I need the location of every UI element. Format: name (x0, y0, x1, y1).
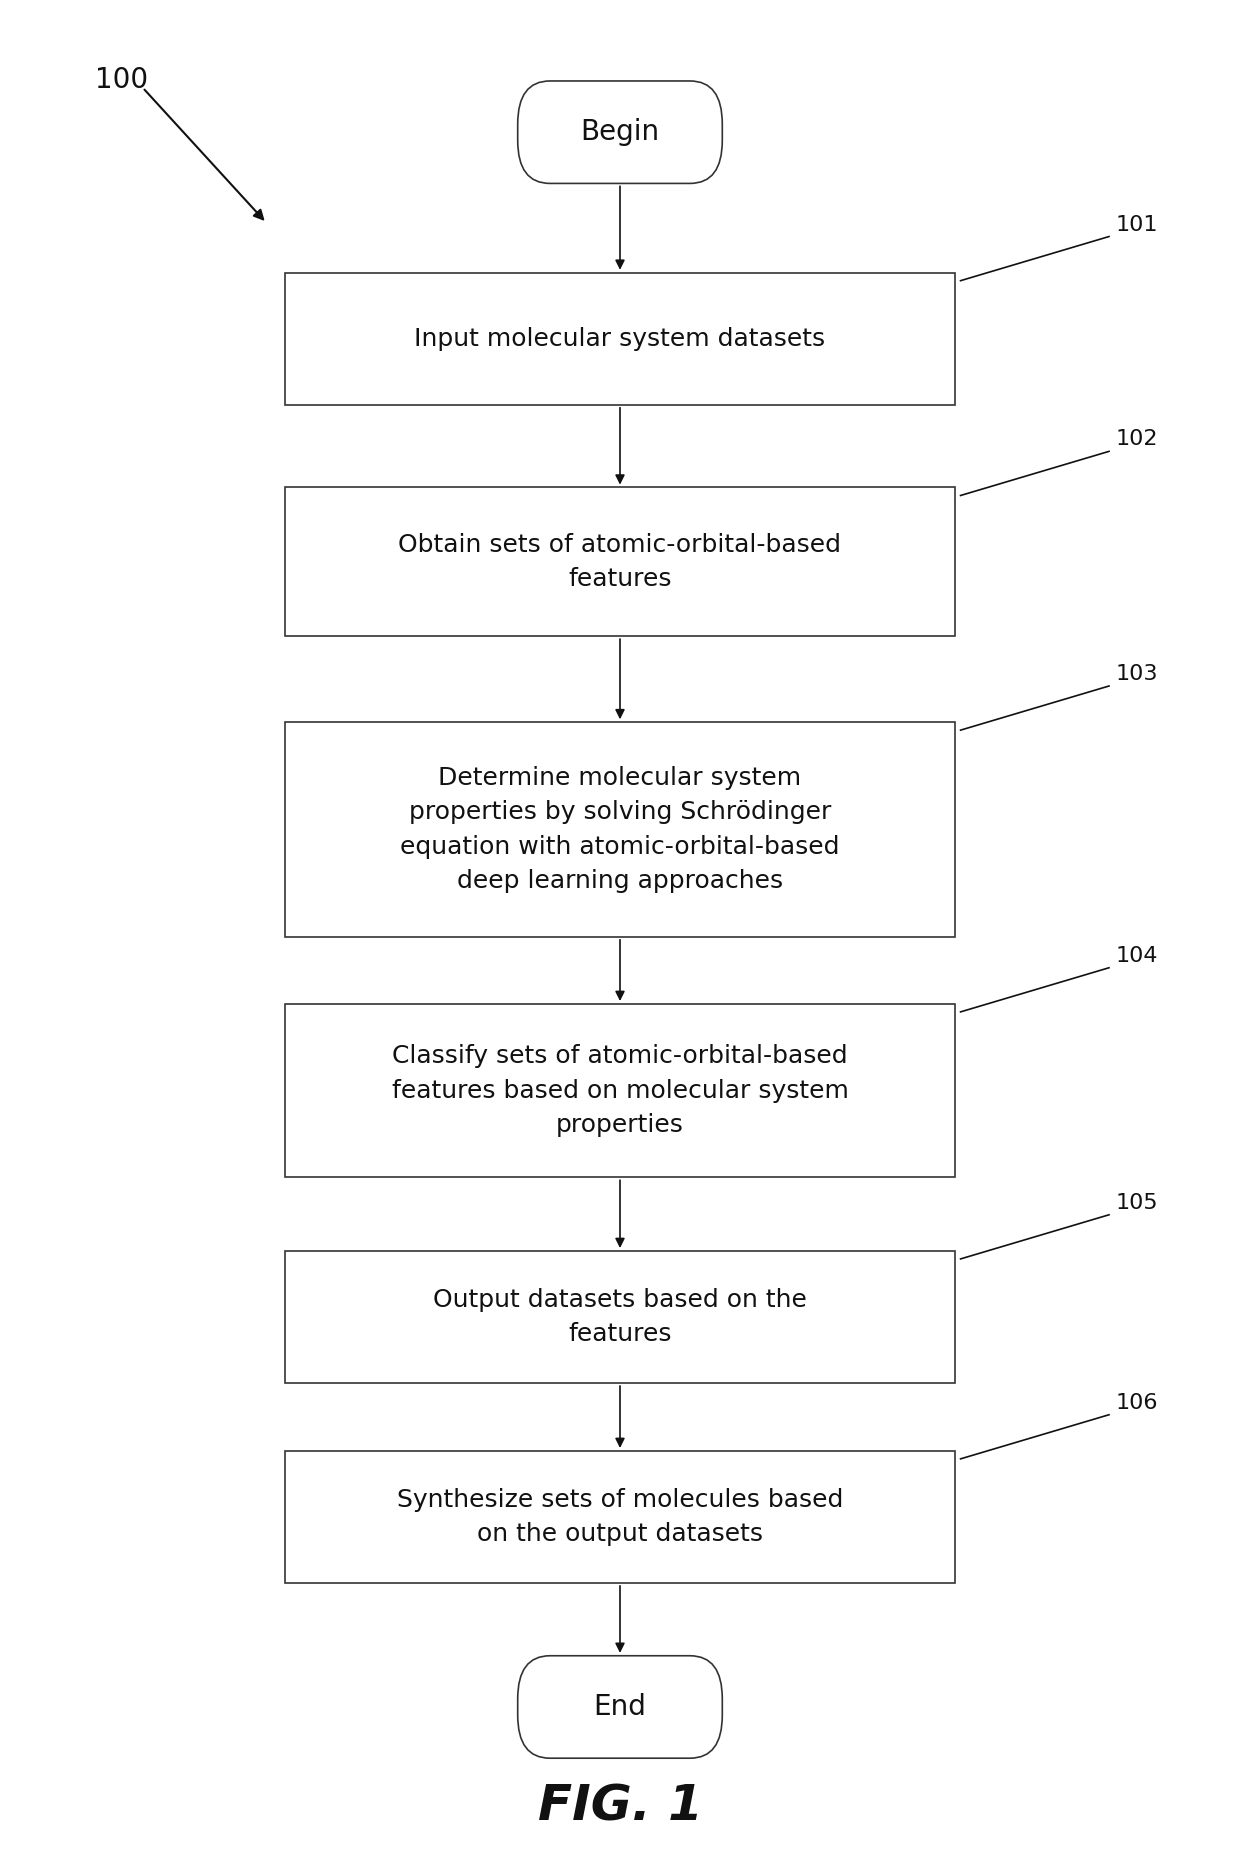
FancyBboxPatch shape (285, 273, 955, 405)
FancyBboxPatch shape (285, 1004, 955, 1177)
Text: 100: 100 (95, 67, 149, 95)
Text: 105: 105 (1116, 1193, 1158, 1212)
Text: Determine molecular system
properties by solving Schrödinger
equation with atomi: Determine molecular system properties by… (401, 766, 839, 892)
FancyBboxPatch shape (285, 1450, 955, 1584)
Text: End: End (594, 1694, 646, 1721)
Text: Output datasets based on the
features: Output datasets based on the features (433, 1288, 807, 1346)
Text: Begin: Begin (580, 119, 660, 147)
Text: Classify sets of atomic-orbital-based
features based on molecular system
propert: Classify sets of atomic-orbital-based fe… (392, 1045, 848, 1138)
Text: 106: 106 (1116, 1392, 1158, 1413)
Text: Input molecular system datasets: Input molecular system datasets (414, 327, 826, 351)
FancyBboxPatch shape (285, 721, 955, 937)
Text: 104: 104 (1116, 946, 1158, 967)
Text: 103: 103 (1116, 664, 1158, 684)
FancyBboxPatch shape (517, 82, 722, 184)
Text: 102: 102 (1116, 429, 1158, 450)
FancyBboxPatch shape (285, 487, 955, 636)
Text: Obtain sets of atomic-orbital-based
features: Obtain sets of atomic-orbital-based feat… (398, 534, 842, 591)
Text: FIG. 1: FIG. 1 (538, 1783, 702, 1829)
FancyBboxPatch shape (285, 1251, 955, 1383)
FancyBboxPatch shape (517, 1656, 722, 1759)
Text: 101: 101 (1116, 214, 1158, 234)
Text: Synthesize sets of molecules based
on the output datasets: Synthesize sets of molecules based on th… (397, 1487, 843, 1547)
